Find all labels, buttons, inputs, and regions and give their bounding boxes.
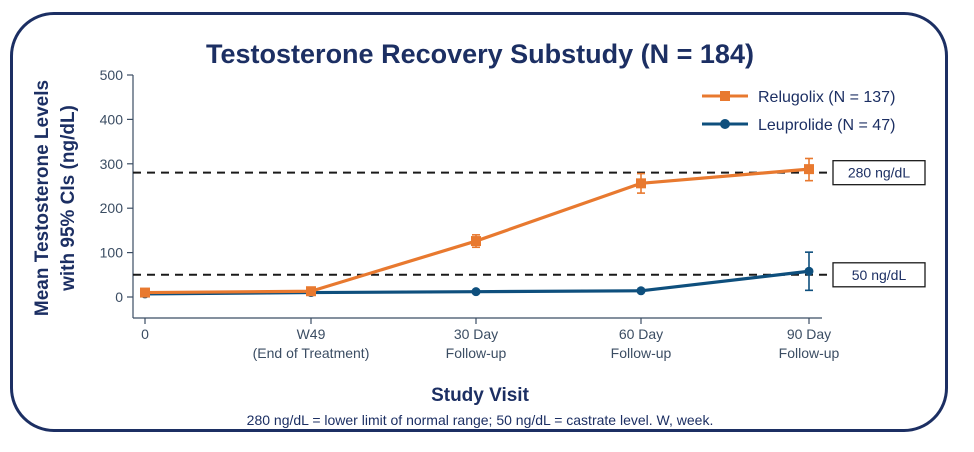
x-tick-label: Follow-up xyxy=(779,345,840,361)
data-point xyxy=(804,164,814,175)
data-point xyxy=(804,266,814,276)
axes: 0 100 200 300 400 500 0 W49 (End of Treatment) 30… xyxy=(100,67,840,361)
y-axis-label-line-1: Mean Testosterone Levels xyxy=(32,80,53,316)
y-tick-label: 200 xyxy=(100,200,124,216)
legend: Relugolix (N = 137) Leuprolide (N = 47) xyxy=(702,89,895,134)
reference-label: 50 ng/dL xyxy=(852,267,907,283)
reference-lines: 280 ng/dL 50 ng/dL xyxy=(133,160,926,288)
legend-marker xyxy=(720,91,730,101)
x-tick-label: Follow-up xyxy=(446,345,507,361)
chart-title: Testosterone Recovery Substudy (N = 184) xyxy=(206,39,754,69)
legend-marker xyxy=(720,119,730,129)
x-tick-label: 30 Day xyxy=(454,326,498,342)
footnote: 280 ng/dL = lower limit of normal range;… xyxy=(247,412,714,428)
chart-frame xyxy=(10,12,948,432)
data-point xyxy=(306,286,316,297)
legend-label: Relugolix (N = 137) xyxy=(758,89,895,106)
series-0 xyxy=(140,157,814,298)
x-tick-label: (End of Treatment) xyxy=(253,345,370,361)
y-tick-label: 400 xyxy=(100,111,124,127)
legend-label: Leuprolide (N = 47) xyxy=(758,117,895,134)
x-tick-label: Follow-up xyxy=(611,345,672,361)
data-point xyxy=(471,236,481,247)
data-point xyxy=(636,178,646,189)
x-tick-label: 90 Day xyxy=(787,326,831,342)
reference-label-box xyxy=(832,262,926,288)
x-axis-label: Study Visit xyxy=(431,385,530,406)
y-tick-label: 100 xyxy=(100,245,124,261)
y-axis-label-line-2: with 95% CIs (ng/dL) xyxy=(58,105,79,292)
x-tick-label: 60 Day xyxy=(619,326,663,342)
series-layer xyxy=(140,157,814,299)
reference-label-box xyxy=(832,160,926,186)
y-tick-label: 300 xyxy=(100,156,124,172)
y-tick-label: 0 xyxy=(115,289,123,305)
reference-label: 280 ng/dL xyxy=(848,165,910,181)
data-point xyxy=(636,286,646,296)
x-tick-label: 0 xyxy=(141,326,149,342)
data-point xyxy=(471,287,481,297)
y-tick-label: 500 xyxy=(100,67,124,83)
data-point xyxy=(140,287,150,298)
x-tick-label: W49 xyxy=(297,326,326,342)
